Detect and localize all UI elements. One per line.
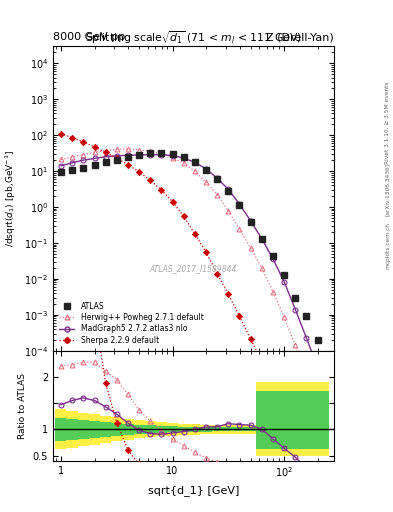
Text: Z (Drell-Yan): Z (Drell-Yan)	[266, 32, 334, 42]
Text: Rivet 3.1.10, ≥ 3.5M events: Rivet 3.1.10, ≥ 3.5M events	[385, 81, 390, 164]
Title: Splitting scale$\sqrt{d_1}$ (71 < $m_l$ < 111 GeV): Splitting scale$\sqrt{d_1}$ (71 < $m_l$ …	[85, 29, 302, 46]
Legend: ATLAS, Herwig++ Powheg 2.7.1 default, MadGraph5 2.7.2.atlas3 nlo, Sherpa 2.2.9 d: ATLAS, Herwig++ Powheg 2.7.1 default, Ma…	[57, 300, 206, 347]
Text: mcplots.cern.ch: mcplots.cern.ch	[385, 222, 390, 269]
X-axis label: sqrt{d_1} [GeV]: sqrt{d_1} [GeV]	[148, 485, 239, 496]
Text: [arXiv:1306.3436]: [arXiv:1306.3436]	[385, 163, 390, 216]
Y-axis label: Ratio to ATLAS: Ratio to ATLAS	[18, 373, 27, 439]
Text: ATLAS_2017_I1589844: ATLAS_2017_I1589844	[150, 264, 237, 273]
Text: 8000 GeV pp: 8000 GeV pp	[53, 32, 125, 42]
Y-axis label: d$\sigma$
/dsqrt($d_1$) [pb,GeV$^{-1}$]: d$\sigma$ /dsqrt($d_1$) [pb,GeV$^{-1}$]	[0, 150, 18, 247]
